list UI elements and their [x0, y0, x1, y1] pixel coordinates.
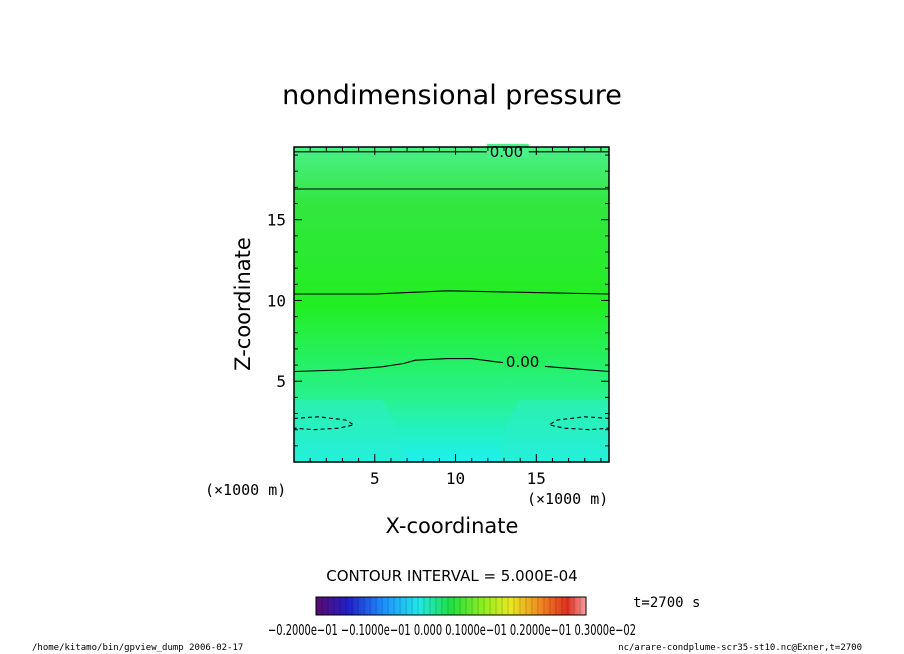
- contour-line-6: [547, 416, 609, 431]
- contour-line-5: [294, 416, 356, 431]
- contour-line-3: [294, 290, 609, 295]
- x-tick-label: 15: [527, 469, 546, 488]
- y-axis-label: Z-coordinate: [231, 237, 255, 371]
- y-tick-label: 15: [267, 211, 286, 230]
- plot-field: [294, 147, 609, 462]
- x-axis-label: X-coordinate: [386, 514, 519, 538]
- heatmap-lower-left-region: [294, 400, 404, 462]
- contour-label: 0.00: [490, 143, 523, 161]
- contour-interval-label: CONTOUR INTERVAL = 5.000E-04: [326, 567, 577, 585]
- chart-title: nondimensional pressure: [282, 80, 622, 111]
- contour-label: 0.00: [506, 353, 539, 371]
- colorbar: [315, 596, 587, 616]
- x-axis-units: (×1000 m): [527, 490, 608, 508]
- axis-ticks: 5 10 15 5 10 15: [267, 147, 609, 488]
- colorbar-labels: −0.2000e−01 −0.1000e−01 0.000 0.1000e−01…: [268, 621, 636, 639]
- time-label: t=2700 s: [633, 595, 700, 611]
- y-axis-units: (×1000 m): [205, 481, 286, 499]
- contour-label-bg: [502, 353, 545, 368]
- x-tick-label: 10: [446, 469, 465, 488]
- y-tick-label: 10: [267, 291, 286, 310]
- footer-left: /home/kitamo/bin/gpview_dump 2006-02-17: [32, 643, 243, 653]
- x-tick-label: 5: [370, 469, 380, 488]
- y-tick-label: 5: [276, 372, 286, 391]
- footer-right: nc/arare-condplume-scr35-st10.nc@Exner,t…: [618, 643, 862, 653]
- contour-lines: [294, 151, 609, 431]
- plot-frame: [293, 146, 610, 463]
- heatmap-lower-right-region: [498, 400, 609, 462]
- colorbar-bins: [321, 597, 581, 615]
